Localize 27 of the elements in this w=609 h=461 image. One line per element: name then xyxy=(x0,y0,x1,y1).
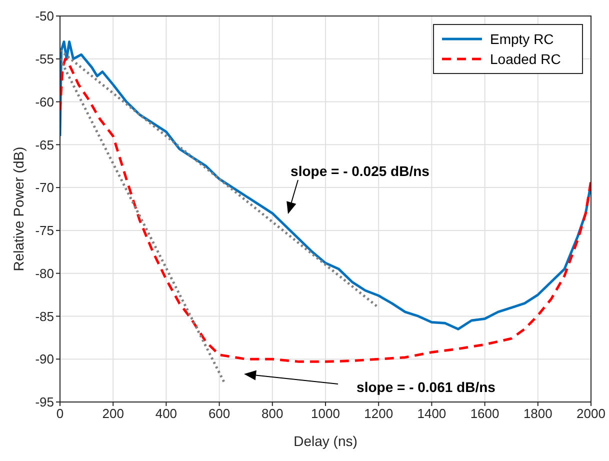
legend-label: Empty RC xyxy=(490,31,554,47)
x-tick-label: 1000 xyxy=(311,406,340,422)
annotation: slope = - 0.061 dB/ns xyxy=(356,379,496,395)
x-tick-label: 1800 xyxy=(523,406,552,422)
y-tick-label: -70 xyxy=(35,180,54,196)
y-tick-label: -55 xyxy=(35,52,54,67)
annotation: slope = - 0.025 dB/ns xyxy=(290,163,430,179)
y-tick-label: -60 xyxy=(35,94,54,110)
x-axis-title: Delay (ns) xyxy=(294,433,358,449)
y-tick-label: -75 xyxy=(35,223,54,238)
y-tick-label: -85 xyxy=(35,308,54,324)
x-tick-label: 1400 xyxy=(417,406,446,422)
y-tick-label: -90 xyxy=(35,352,54,367)
x-tick-label: 200 xyxy=(102,406,124,422)
x-tick-label: 0 xyxy=(56,406,64,422)
x-tick-label: 1600 xyxy=(470,406,500,422)
x-tick-label: 600 xyxy=(208,406,230,422)
x-tick-label: 2000 xyxy=(576,406,606,422)
y-tick-label: -95 xyxy=(35,394,54,410)
y-tick-label: -65 xyxy=(35,137,54,152)
legend-label: Loaded RC xyxy=(490,51,561,67)
x-tick-label: 800 xyxy=(262,406,284,422)
y-tick-label: -80 xyxy=(35,266,54,281)
y-tick-label: -50 xyxy=(35,8,54,24)
x-tick-label: 1200 xyxy=(364,406,394,422)
x-tick-label: 400 xyxy=(155,406,178,422)
y-axis-title: Relative Power (dB) xyxy=(10,146,27,272)
